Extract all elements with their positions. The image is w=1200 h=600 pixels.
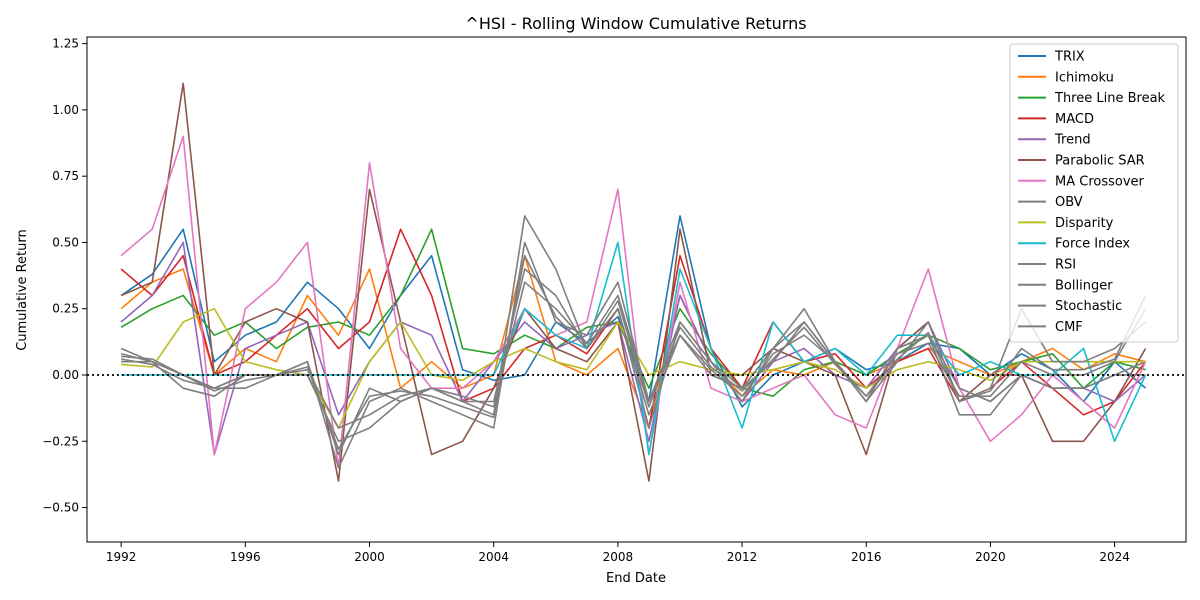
legend-label: MA Crossover	[1055, 174, 1145, 189]
x-tick-label: 1992	[106, 550, 137, 564]
x-axis: 1992 1996 2000 2004 2008 2012 2016 2020 2024	[106, 542, 1130, 564]
legend-label: Bollinger	[1055, 278, 1113, 293]
x-tick-label: 2008	[603, 550, 634, 564]
legend-items: TRIX Ichimoku Three Line Break MACD Trend Par…	[1018, 50, 1166, 335]
legend-label: TRIX	[1054, 50, 1085, 65]
y-axis: −0.50 −0.25 0.00 0.25 0.50 0.75 1.00 1.25	[42, 37, 87, 515]
x-tick-label: 2000	[354, 550, 385, 564]
legend: TRIX Ichimoku Three Line Break MACD Trend Par…	[1009, 43, 1179, 343]
x-tick-label: 2020	[975, 550, 1006, 564]
x-axis-label: End Date	[606, 571, 666, 586]
legend-box	[1009, 43, 1179, 343]
x-tick-label: 2012	[727, 550, 758, 564]
chart-title: ^HSI - Rolling Window Cumulative Returns	[465, 14, 806, 33]
legend-label: OBV	[1055, 195, 1083, 210]
series-line-rsi	[120, 268, 1146, 443]
legend-label: MACD	[1055, 112, 1094, 127]
legend-label: Disparity	[1055, 216, 1114, 231]
series-layer	[120, 82, 1147, 482]
legend-label: Trend	[1054, 133, 1091, 148]
legend-label: Force Index	[1055, 237, 1130, 252]
y-tick-label: 0.50	[52, 235, 79, 249]
legend-label: Three Line Break	[1054, 91, 1166, 106]
y-tick-label: −0.50	[42, 501, 79, 515]
x-tick-label: 2004	[478, 550, 509, 564]
x-tick-label: 2016	[851, 550, 882, 564]
series-line-parabolic-sar	[120, 82, 1147, 482]
y-tick-label: 0.75	[52, 169, 79, 183]
series-line-cmf	[121, 254, 1147, 451]
y-tick-label: 0.25	[52, 302, 79, 316]
plot-area	[86, 36, 1187, 543]
legend-label: RSI	[1055, 258, 1076, 273]
series-line-bollinger	[120, 241, 1147, 469]
y-tick-label: 1.25	[52, 37, 79, 51]
x-tick-label: 1996	[230, 550, 261, 564]
legend-label: CMF	[1055, 320, 1083, 335]
y-tick-label: 1.00	[52, 103, 79, 117]
plot-frame	[86, 36, 1187, 543]
y-tick-label: 0.00	[52, 368, 79, 382]
y-tick-label: −0.25	[42, 434, 79, 448]
y-axis-label: Cumulative Return	[15, 229, 30, 350]
legend-label: Stochastic	[1055, 299, 1122, 314]
x-tick-label: 2024	[1099, 550, 1130, 564]
legend-label: Ichimoku	[1055, 70, 1114, 85]
legend-label: Parabolic SAR	[1055, 154, 1145, 169]
